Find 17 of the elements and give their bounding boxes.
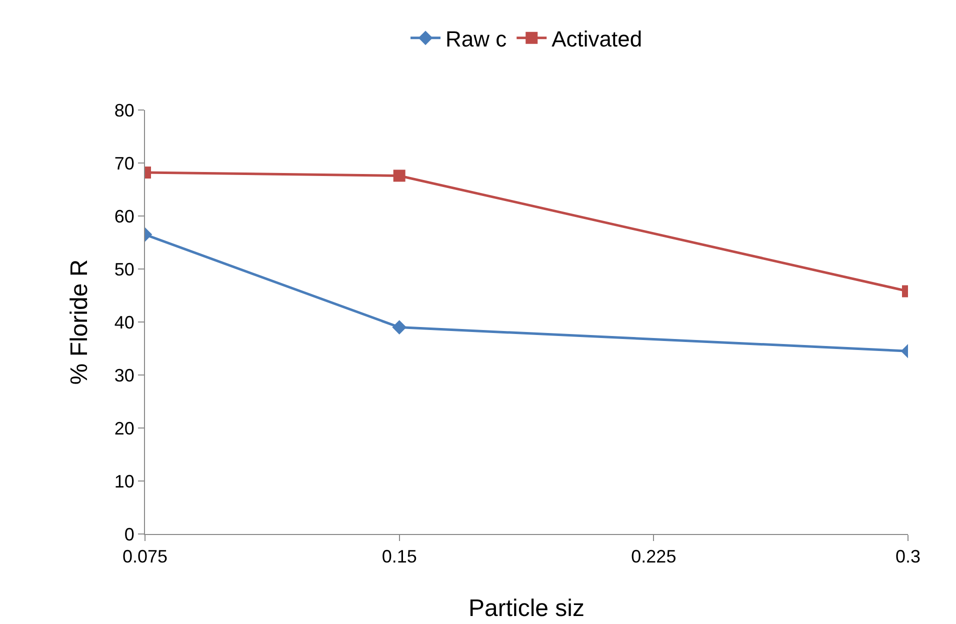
y-axis-title: % Floride R <box>66 259 93 385</box>
y-tick-label: 40 <box>114 312 134 332</box>
x-tick-label: 0.15 <box>382 546 417 567</box>
y-tick-label: 10 <box>114 471 134 492</box>
legend-label: Activated <box>552 26 642 52</box>
x-tick-label: 0.3 <box>895 546 921 567</box>
x-tick-label: 0.075 <box>122 546 168 567</box>
y-tick-label: 0 <box>124 524 134 544</box>
x-tick-label: 0.225 <box>631 546 676 567</box>
y-tick-label: 30 <box>114 365 134 386</box>
x-axis-title: Particle siz <box>468 595 585 622</box>
y-tick-label: 70 <box>114 153 134 174</box>
y-tick-label: 20 <box>114 418 134 438</box>
y-tick-label: 80 <box>114 100 134 120</box>
y-tick-label: 50 <box>114 259 134 280</box>
y-tick-label: 60 <box>114 206 134 226</box>
legend-label: Raw c <box>446 26 507 52</box>
